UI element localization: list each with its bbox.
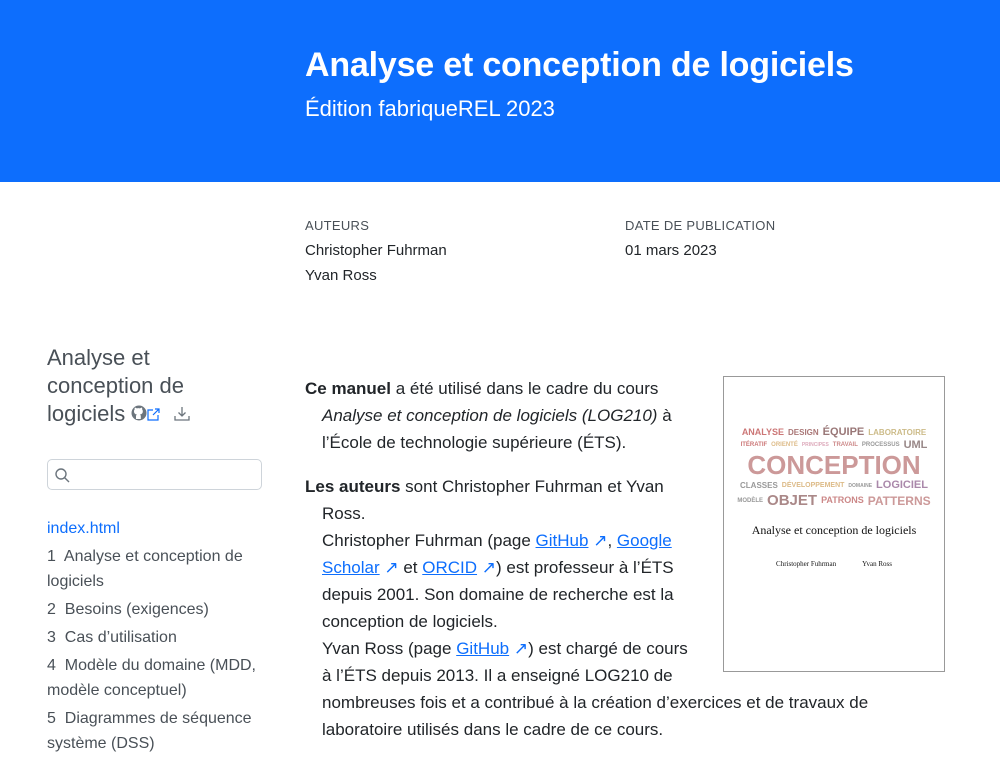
cover-word: PRINCIPES xyxy=(801,441,829,448)
search-icon xyxy=(55,468,70,483)
toc-item[interactable]: 3 Cas d’utilisation xyxy=(47,625,262,650)
download-icon[interactable] xyxy=(174,407,190,425)
github-link[interactable]: GitHub xyxy=(535,531,589,550)
toc-number: 4 xyxy=(47,657,56,674)
cover-word: CLASSES xyxy=(740,480,778,490)
intro-paragraph: Ce manuel a été utilisé dans le cadre du… xyxy=(305,375,945,456)
cover-word: OBJET xyxy=(767,491,818,509)
external-link-icon: ↗ xyxy=(384,558,399,577)
external-link-icon: ↗ xyxy=(593,531,608,550)
cover-word: TRAVAIL xyxy=(832,442,858,449)
toc-label: Besoins (exigences) xyxy=(64,601,209,618)
cover-authors: Christopher Fuhrman Yvan Ross xyxy=(776,560,892,568)
cover-word: MODÈLE xyxy=(737,497,764,504)
cover-word: CONCEPTION xyxy=(747,450,921,481)
toc-label: Analyse et conception de logiciels xyxy=(47,548,243,590)
cover-title: Analyse et conception de logiciels xyxy=(751,522,917,537)
sidebar-title: Analyse et conception de logiciels xyxy=(47,344,262,431)
text: à l’École de technologie supérieure (ÉTS… xyxy=(322,406,672,452)
cover-word: PATRONS xyxy=(821,495,864,506)
cover-word: DÉVELOPPEMENT xyxy=(781,482,845,490)
toc-number: 3 xyxy=(47,629,56,646)
search-input[interactable] xyxy=(47,459,262,490)
course-name: Analyse et conception de logiciels (LOG2… xyxy=(322,406,658,425)
cover-word: ITÉRATIF xyxy=(740,442,768,449)
text: ) est chargé de cours à l’ÉTS depuis 201… xyxy=(322,639,869,739)
author-name: Yvan Ross xyxy=(305,267,377,284)
text: ) est professeur à l’ÉTS depuis 2001. So… xyxy=(322,558,674,631)
cover-word: ÉQUIPE xyxy=(822,426,865,438)
bold-text: Ce manuel xyxy=(305,379,391,398)
cover-word: LOGICIEL xyxy=(876,479,928,492)
cover-word-cloud: ANALYSE DESIGN ÉQUIPE LABORATOIRE ITÉRAT… xyxy=(731,426,937,509)
authors-meta: AUTEURS Christopher Fuhrman Yvan Ross xyxy=(305,218,447,288)
toc-item[interactable]: 4 Modèle du domaine (MDD, modèle concept… xyxy=(47,653,262,703)
text: Christopher Fuhrman (page xyxy=(322,531,536,550)
table-of-contents: index.html 1 Analyse et conception de lo… xyxy=(47,516,262,756)
date-meta: DATE DE PUBLICATION 01 mars 2023 xyxy=(625,218,775,263)
bold-text: Les auteurs xyxy=(305,477,401,496)
date-label: DATE DE PUBLICATION xyxy=(625,218,776,233)
book-cover-image: ANALYSE DESIGN ÉQUIPE LABORATOIRE ITÉRAT… xyxy=(723,376,945,672)
page-subtitle: Édition fabriqueREL 2023 xyxy=(305,96,555,121)
publication-date: 01 mars 2023 xyxy=(625,242,717,259)
toc-item[interactable]: 2 Besoins (exigences) xyxy=(47,597,262,622)
header-banner: Analyse et conception de logiciels Éditi… xyxy=(0,0,1000,182)
toc-number: 1 xyxy=(47,548,56,565)
authors-label: AUTEURS xyxy=(305,218,370,233)
sidebar-title-text: Analyse et conception de logiciels xyxy=(47,345,184,426)
cover-word: PROCESSUS xyxy=(861,442,900,449)
text: , xyxy=(607,531,617,550)
cover-word: DESIGN xyxy=(788,427,819,437)
cover-word: UML xyxy=(903,438,928,451)
cover-word: DOMAINE xyxy=(848,482,873,489)
page-title: Analyse et conception de logiciels xyxy=(305,46,854,84)
text: a été utilisé dans le cadre du cours xyxy=(390,379,659,398)
cover-word: PATTERNS xyxy=(867,493,931,508)
cover-word: ORIENTÉ xyxy=(771,442,798,449)
text: sont Christopher Fuhrman et Yvan Ross. xyxy=(322,477,664,523)
sidebar: Analyse et conception de logiciels index… xyxy=(47,344,262,759)
external-link-icon: ↗ xyxy=(481,558,497,577)
authors-paragraph: Les auteurs sont Christopher Fuhrman et … xyxy=(305,473,945,743)
cover-author: Yvan Ross xyxy=(862,559,892,568)
github-icon[interactable] xyxy=(131,405,147,425)
cover-author: Christopher Fuhrman xyxy=(776,559,837,568)
toc-item[interactable]: 5 Diagrammes de séquence système (DSS) xyxy=(47,706,262,756)
author-name: Christopher Fuhrman xyxy=(305,242,447,259)
toc-number: 5 xyxy=(47,710,56,727)
main-content: ANALYSE DESIGN ÉQUIPE LABORATOIRE ITÉRAT… xyxy=(305,375,945,760)
external-link-icon[interactable] xyxy=(147,408,160,424)
toc-label: Cas d’utilisation xyxy=(64,629,177,646)
cover-word: LABORATOIRE xyxy=(868,427,927,437)
text: Yvan Ross (page xyxy=(322,639,457,658)
text: et xyxy=(398,558,423,577)
toc-item[interactable]: 1 Analyse et conception de logiciels xyxy=(47,544,262,594)
cover-word: ANALYSE xyxy=(741,427,784,438)
toc-number: 2 xyxy=(47,601,56,618)
external-link-icon: ↗ xyxy=(513,639,529,658)
google-scholar-link[interactable]: Google Scholar xyxy=(322,531,672,577)
toc-item[interactable]: index.html xyxy=(47,520,120,537)
toc-label: Modèle du domaine (MDD, modèle conceptue… xyxy=(47,657,256,699)
toc-label: Diagrammes de séquence système (DSS) xyxy=(47,710,252,752)
github-link[interactable]: GitHub xyxy=(456,639,510,658)
orcid-link[interactable]: ORCID xyxy=(422,558,478,577)
